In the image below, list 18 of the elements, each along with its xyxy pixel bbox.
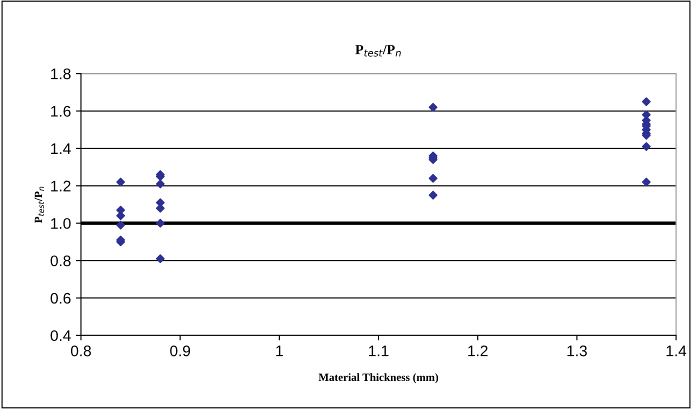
y-tick-label: 1.4 bbox=[51, 143, 71, 154]
y-tick-label: 0.4 bbox=[50, 330, 71, 342]
y-axis-title: P$_{test}$/P$_{n}$ bbox=[34, 186, 44, 224]
x-axis-title: Material Thickness (mm) bbox=[318, 373, 438, 384]
y-tick-label: 0.6 bbox=[50, 292, 71, 304]
x-tick-label: 1.2 bbox=[468, 346, 488, 356]
y-tick-label: 1.6 bbox=[51, 106, 71, 117]
x-tick-label: 1.1 bbox=[369, 346, 388, 356]
y-tick-label: 1.0 bbox=[51, 218, 71, 229]
x-tick-label: 1.3 bbox=[567, 346, 587, 356]
x-tick-label: 0.8 bbox=[70, 346, 91, 356]
x-tick-label: 1 bbox=[276, 346, 283, 356]
x-tick-label: 0.9 bbox=[170, 346, 190, 356]
x-tick-label: 1.4 bbox=[666, 346, 686, 356]
y-tick-label: 0.8 bbox=[50, 255, 71, 266]
chart-title: P$_{test}$/P$_{n}$ bbox=[355, 45, 401, 57]
y-tick-label: 1.8 bbox=[51, 68, 71, 80]
y-tick-label: 1.2 bbox=[51, 180, 70, 192]
